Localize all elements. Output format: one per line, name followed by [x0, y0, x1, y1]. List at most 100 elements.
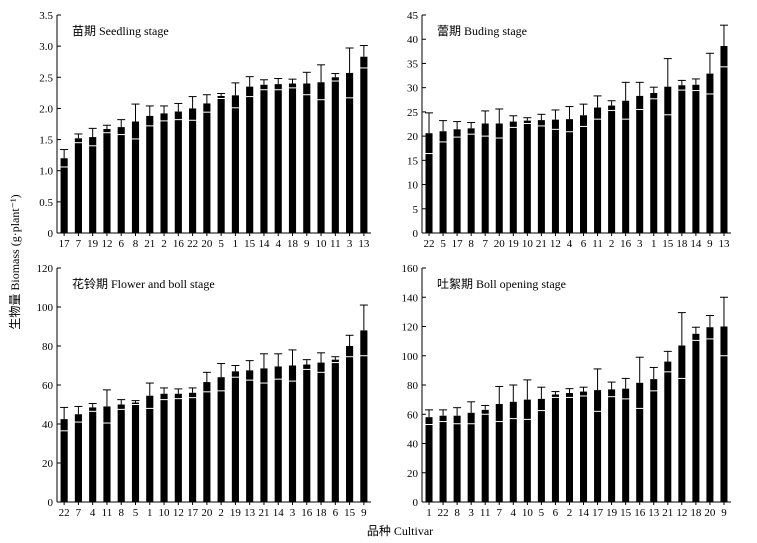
bar [288, 365, 297, 502]
x-tick-label: 4 [90, 507, 96, 519]
y-tick-label: 140 [402, 292, 419, 304]
x-tick-label: 13 [648, 507, 660, 519]
x-tick-label: 11 [592, 238, 603, 250]
bar [60, 158, 68, 233]
bar [89, 137, 97, 233]
x-tick-label: 7 [76, 238, 82, 250]
bar [346, 346, 354, 502]
y-tick-label: 10 [407, 180, 419, 192]
bar [453, 129, 461, 233]
x-tick-label: 17 [187, 507, 199, 519]
x-tick-label: 3 [468, 507, 474, 519]
x-tick-label: 15 [620, 507, 632, 519]
y-tick-label: 80 [407, 380, 419, 392]
x-tick-label: 18 [690, 507, 702, 519]
x-tick-label: 17 [59, 238, 71, 250]
x-tick-label: 10 [316, 238, 328, 250]
bar [331, 77, 339, 234]
x-tick-label: 10 [159, 507, 171, 519]
x-tick-label: 19 [230, 507, 242, 519]
bar [580, 391, 588, 502]
x-tick-label: 5 [539, 507, 545, 519]
y-tick-label: 1.5 [39, 135, 53, 147]
x-tick-label: 7 [482, 238, 488, 250]
x-tick-label: 1 [147, 507, 153, 519]
y-tick-label: 45 [407, 10, 419, 22]
bar [260, 368, 268, 502]
bar [706, 73, 714, 234]
y-tick-label: 0.5 [39, 197, 53, 209]
bar [303, 364, 311, 502]
bar [439, 131, 447, 233]
bar [678, 85, 686, 233]
bar [594, 107, 602, 233]
x-tick-label: 5 [218, 238, 224, 250]
x-tick-label: 8 [133, 238, 139, 250]
x-tick-label: 2 [161, 238, 167, 250]
bar [453, 415, 461, 502]
bar [481, 123, 489, 233]
y-tick-label: 2.0 [39, 103, 53, 115]
x-tick-label: 14 [273, 507, 285, 519]
x-tick-label: 8 [118, 507, 124, 519]
chart-panels: 0 0.5 1.0 1.5 2.0 2.5 3.0 3.5 苗期 Seedling stage 1… [37, 10, 731, 519]
y-tick-label: 3.5 [39, 10, 53, 22]
y-tick-label: 40 [407, 34, 419, 46]
x-tick-label: 1 [233, 238, 239, 250]
x-tick-label: 16 [620, 238, 632, 250]
x-tick-label: 16 [301, 507, 313, 519]
y-tick-label: 160 [402, 263, 419, 275]
panel-title: 花铃期 Flower and boll stage [72, 276, 215, 291]
bar [246, 370, 254, 502]
y-tick-label: 25 [407, 107, 419, 119]
y-tick-label: 80 [42, 341, 54, 353]
bar [720, 326, 728, 502]
bar [481, 409, 489, 502]
x-tick-label: 4 [567, 238, 573, 250]
panel-title: 吐絮期 Boll opening stage [437, 277, 566, 291]
bar [303, 83, 311, 233]
x-tick-label: 5 [133, 507, 139, 519]
x-tick-label: 6 [581, 238, 587, 250]
x-tick-label: 11 [330, 238, 341, 250]
bar [231, 95, 239, 233]
x-tick-label: 11 [480, 507, 491, 519]
x-tick-label: 20 [494, 238, 506, 250]
x-tick-label: 18 [287, 238, 299, 250]
x-tick-label: 3 [290, 507, 296, 519]
bar [174, 393, 182, 502]
panel-title: 蕾期 Buding stage [437, 24, 527, 38]
x-tick-label: 1 [426, 507, 432, 519]
bar [317, 82, 325, 233]
y-tick-label: 40 [42, 419, 54, 431]
x-tick-label: 8 [454, 507, 460, 519]
x-tick-label: 15 [244, 238, 256, 250]
x-tick-label: 9 [721, 507, 727, 519]
bar [425, 133, 433, 233]
x-tick-label: 4 [511, 507, 517, 519]
bar [650, 379, 658, 502]
x-tick-label: 2 [567, 507, 573, 519]
bar [664, 361, 672, 502]
x-tick-label: 22 [187, 238, 198, 250]
x-tick-label: 22 [424, 238, 435, 250]
bar [317, 362, 325, 502]
y-tick-label: 1.0 [39, 166, 53, 178]
bar [692, 333, 700, 502]
bar [664, 86, 672, 233]
x-tick-label: 10 [522, 238, 534, 250]
x-tick-label: 10 [522, 507, 534, 519]
bar [360, 330, 368, 502]
bar [360, 56, 368, 233]
x-tick-label: 14 [578, 507, 590, 519]
y-tick-label: 3.0 [39, 41, 53, 53]
y-tick-label: 5 [413, 204, 419, 216]
y-tick-label: 0 [48, 228, 54, 240]
x-tick-label: 4 [275, 238, 281, 250]
x-tick-label: 16 [173, 238, 185, 250]
y-tick-label: 20 [407, 131, 419, 143]
x-tick-label: 7 [76, 507, 82, 519]
y-tick-label: 40 [407, 439, 419, 451]
